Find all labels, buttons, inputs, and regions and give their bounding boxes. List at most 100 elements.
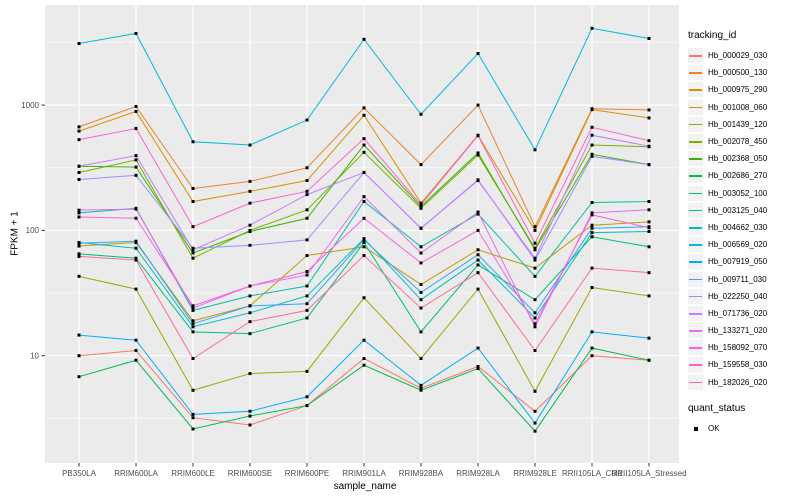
data-point xyxy=(362,245,366,249)
data-point xyxy=(248,372,252,376)
data-point xyxy=(590,133,594,137)
data-point xyxy=(590,143,594,147)
data-point xyxy=(533,148,537,152)
data-point xyxy=(647,139,651,143)
legend-item-label: Hb_022250_040 xyxy=(708,291,768,301)
data-point xyxy=(362,254,366,258)
data-point xyxy=(590,235,594,239)
data-point xyxy=(476,263,480,267)
data-point xyxy=(419,306,423,310)
data-point xyxy=(305,166,309,170)
data-point xyxy=(77,138,81,142)
data-point xyxy=(191,248,195,252)
x-tick-label: RRIM928LA xyxy=(456,469,500,478)
data-point xyxy=(248,304,252,308)
data-point xyxy=(476,258,480,262)
legend-line-swatch-icon xyxy=(688,134,703,150)
data-point xyxy=(590,108,594,112)
data-point xyxy=(248,409,252,413)
legend-line-swatch-icon xyxy=(688,202,703,218)
legend-item-label: Hb_001439_120 xyxy=(708,119,768,129)
data-point xyxy=(419,201,423,205)
data-point xyxy=(191,225,195,229)
legend-item-label: Hb_003052_100 xyxy=(708,188,768,198)
data-point xyxy=(305,302,309,306)
data-point xyxy=(533,248,537,252)
data-point xyxy=(533,258,537,262)
data-point xyxy=(362,113,366,117)
data-point xyxy=(647,226,651,230)
data-point xyxy=(590,226,594,230)
legend-title-tracking-id: tracking_id xyxy=(688,30,737,41)
legend-item-Hb_006569_020: Hb_006569_020 xyxy=(688,236,800,253)
data-point xyxy=(305,118,309,122)
x-tick-label: RRII105LA_Cold xyxy=(562,469,622,478)
x-tick-label: RRII105LA_Stressed xyxy=(611,469,686,478)
data-point xyxy=(419,356,423,360)
data-point xyxy=(419,330,423,334)
data-point xyxy=(191,412,195,416)
legend-item-label: Hb_009711_030 xyxy=(708,274,767,284)
data-point xyxy=(419,205,423,209)
data-point xyxy=(533,409,537,413)
legend-line-swatch-icon xyxy=(688,65,703,81)
data-point xyxy=(533,311,537,315)
data-point xyxy=(77,254,81,258)
data-point xyxy=(590,354,594,358)
data-point xyxy=(362,106,366,110)
data-point xyxy=(533,421,537,425)
data-point xyxy=(134,173,138,177)
legend-item-Hb_002368_050: Hb_002368_050 xyxy=(688,150,800,167)
data-point xyxy=(305,179,309,183)
data-point xyxy=(476,153,480,157)
data-point xyxy=(476,287,480,291)
legend-item-Hb_007919_050: Hb_007919_050 xyxy=(688,253,800,270)
data-point xyxy=(362,216,366,220)
data-point xyxy=(134,338,138,342)
legend-line-swatch-icon xyxy=(688,151,703,167)
data-point xyxy=(134,154,138,158)
legend-item-Hb_009711_030: Hb_009711_030 xyxy=(688,270,800,287)
data-point xyxy=(134,104,138,108)
legend-item-Hb_159558_030: Hb_159558_030 xyxy=(688,356,800,373)
legend-item-Hb_000029_030: Hb_000029_030 xyxy=(688,47,800,64)
data-point xyxy=(362,200,366,204)
data-point xyxy=(191,246,195,250)
data-point xyxy=(77,354,81,358)
legend-item-label: Hb_158092_070 xyxy=(708,343,768,353)
data-point xyxy=(533,246,537,250)
data-point xyxy=(476,228,480,232)
data-point xyxy=(419,226,423,230)
data-point xyxy=(590,266,594,270)
data-point xyxy=(533,429,537,433)
data-point xyxy=(248,229,252,233)
data-point xyxy=(248,179,252,183)
data-point xyxy=(533,349,537,353)
data-point xyxy=(248,320,252,324)
data-point xyxy=(134,216,138,220)
data-point xyxy=(248,143,252,147)
data-point xyxy=(419,298,423,302)
data-point xyxy=(590,330,594,334)
data-point xyxy=(191,200,195,204)
data-point xyxy=(134,165,138,169)
data-point xyxy=(77,125,81,129)
data-point xyxy=(362,195,366,199)
legend-item-label: Hb_071736_020 xyxy=(708,308,768,318)
data-point xyxy=(647,144,651,148)
x-tick-label: RRIM600PE xyxy=(285,469,329,478)
data-point xyxy=(305,395,309,399)
data-point xyxy=(647,245,651,249)
x-tick-label: RRIM600LA xyxy=(114,469,158,478)
data-point xyxy=(191,308,195,312)
quant-status-legend: quant_status OK xyxy=(688,403,800,437)
data-point xyxy=(305,294,309,298)
data-point xyxy=(305,193,309,197)
data-point xyxy=(362,296,366,300)
data-point xyxy=(134,349,138,353)
data-point xyxy=(362,363,366,367)
data-point xyxy=(476,103,480,107)
data-point xyxy=(77,274,81,278)
data-point xyxy=(248,423,252,427)
